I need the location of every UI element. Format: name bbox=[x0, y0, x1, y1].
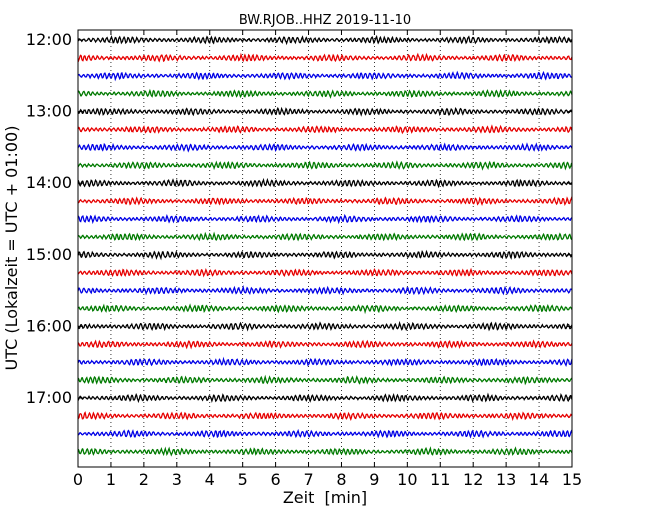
x-tick-label: 4 bbox=[205, 470, 215, 489]
trace-1230 bbox=[77, 70, 573, 82]
x-tick-label: 5 bbox=[238, 470, 248, 489]
trace-1645 bbox=[77, 374, 573, 386]
trace-1515 bbox=[77, 267, 573, 278]
trace-1700 bbox=[77, 392, 573, 404]
x-axis-label: Zeit [min] bbox=[283, 488, 367, 507]
trace-1730 bbox=[77, 428, 573, 439]
trace-1545 bbox=[77, 303, 573, 315]
trace-1345 bbox=[77, 160, 573, 171]
x-tick-label: 15 bbox=[562, 470, 582, 489]
x-tick-label: 12 bbox=[463, 470, 483, 489]
x-tick-label: 14 bbox=[529, 470, 549, 489]
plot-frame bbox=[77, 29, 573, 468]
x-axis: 0 1 2 3 4 5 6 7 8 9 10 11 12 13 14 15 bbox=[73, 30, 582, 489]
x-tick-label: 7 bbox=[303, 470, 313, 489]
x-tick-label: 8 bbox=[336, 470, 346, 489]
trace-1445 bbox=[77, 231, 573, 242]
trace-1215 bbox=[77, 52, 573, 63]
grid bbox=[110, 30, 540, 467]
trace-1615 bbox=[77, 339, 573, 350]
x-tick-label: 10 bbox=[397, 470, 417, 489]
trace-1415 bbox=[77, 196, 573, 207]
x-tick-label: 9 bbox=[369, 470, 379, 489]
y-axis: 12:00 13:00 14:00 15:00 16:00 17:00 bbox=[26, 30, 572, 407]
trace-1245 bbox=[77, 88, 573, 99]
chart-title: BW.RJOB..HHZ 2019-11-10 bbox=[239, 13, 411, 28]
x-tick-label: 11 bbox=[430, 470, 450, 489]
trace-1715 bbox=[77, 411, 573, 422]
y-tick-label: 17:00 bbox=[26, 388, 72, 407]
trace-1200 bbox=[77, 34, 573, 46]
y-tick-label: 13:00 bbox=[26, 102, 72, 121]
y-tick-label: 14:00 bbox=[26, 173, 72, 192]
trace-1315 bbox=[77, 124, 573, 135]
x-tick-label: 6 bbox=[271, 470, 281, 489]
trace-1330 bbox=[77, 142, 573, 153]
x-tick-label: 3 bbox=[172, 470, 182, 489]
y-axis-label: UTC (Lokalzeit = UTC + 01:00) bbox=[2, 126, 21, 371]
trace-1630 bbox=[77, 356, 573, 367]
trace-1600 bbox=[77, 320, 573, 332]
traces bbox=[77, 34, 573, 457]
trace-1430 bbox=[77, 213, 573, 225]
y-tick-label: 15:00 bbox=[26, 245, 72, 264]
x-tick-label: 0 bbox=[73, 470, 83, 489]
x-tick-label: 13 bbox=[496, 470, 516, 489]
trace-1530 bbox=[77, 284, 573, 296]
y-tick-label: 16:00 bbox=[26, 316, 72, 335]
x-tick-label: 2 bbox=[139, 470, 149, 489]
y-tick-label: 12:00 bbox=[26, 30, 72, 49]
trace-1300 bbox=[77, 106, 573, 117]
trace-1745 bbox=[77, 446, 573, 457]
trace-1400 bbox=[77, 177, 573, 189]
x-tick-label: 1 bbox=[106, 470, 116, 489]
trace-1500 bbox=[77, 249, 573, 261]
